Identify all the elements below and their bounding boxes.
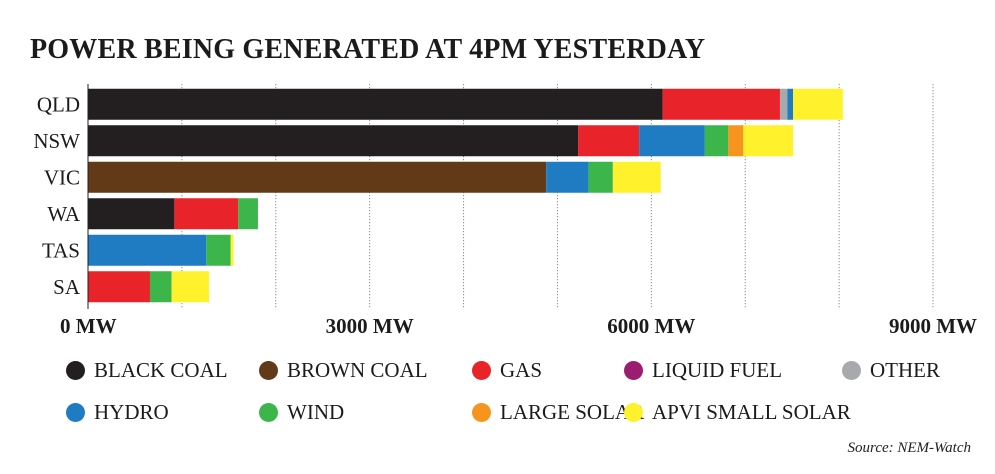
- bar-sa-wind: [149, 271, 172, 303]
- legend-swatch: [66, 361, 85, 380]
- bar-wa-wind: [238, 198, 258, 230]
- bar-nsw-wind: [704, 125, 729, 157]
- bar-tas-apvi-small-solar: [230, 234, 234, 266]
- bar-qld-hydro: [787, 88, 794, 120]
- legend-item-black-coal: BLACK COAL: [66, 358, 228, 383]
- category-label-sa: SA: [53, 275, 81, 299]
- legend-swatch: [259, 361, 278, 380]
- legend-item-wind: WIND: [259, 400, 344, 425]
- bar-tas-wind: [206, 234, 231, 266]
- legend-item-liquid-fuel: LIQUID FUEL: [624, 358, 782, 383]
- legend-item-gas: GAS: [472, 358, 542, 383]
- legend-label: HYDRO: [94, 400, 169, 424]
- bar-sa-apvi-small-solar: [171, 271, 210, 303]
- bar-qld-apvi-small-solar: [793, 88, 843, 120]
- legend-item-large-solar: LARGE SOLAR: [472, 400, 644, 425]
- bar-sa-gas: [88, 271, 150, 303]
- legend-swatch: [624, 403, 643, 422]
- bar-wa-black-coal: [88, 198, 175, 230]
- bar-nsw-large-solar: [728, 125, 744, 157]
- legend-item-hydro: HYDRO: [66, 400, 169, 425]
- bar-qld-other: [779, 88, 788, 120]
- source-note: Source: NEM-Watch: [847, 440, 971, 456]
- bar-chart: QLD NSW VIC WA TAS SA 0 MW 3000 MW 6000 MW 9000 M…: [33, 84, 977, 338]
- legend-label: LIQUID FUEL: [652, 358, 783, 382]
- legend-swatch: [624, 361, 643, 380]
- bar-nsw-gas: [578, 125, 640, 157]
- bar-tas-hydro: [88, 234, 207, 266]
- category-label-wa: WA: [47, 202, 80, 226]
- category-label-nsw: NSW: [33, 129, 80, 153]
- x-tick-label: 9000 MW: [889, 314, 977, 338]
- x-tick-label: 6000 MW: [607, 314, 695, 338]
- bar-qld-gas: [662, 88, 780, 120]
- category-label-tas: TAS: [42, 238, 80, 262]
- legend-swatch: [259, 403, 278, 422]
- x-tick-label: 0 MW: [60, 314, 117, 338]
- bar-vic-brown-coal: [88, 161, 547, 193]
- bar-nsw-apvi-small-solar: [743, 125, 794, 157]
- x-tick-label: 3000 MW: [326, 314, 414, 338]
- legend-label: BLACK COAL: [94, 358, 228, 382]
- legend-label: LARGE SOLAR: [500, 400, 645, 424]
- legend-swatch: [66, 403, 85, 422]
- legend-swatch: [472, 361, 491, 380]
- legend-label: APVI SMALL SOLAR: [652, 400, 851, 424]
- axes: QLD NSW VIC WA TAS SA 0 MW 3000 MW 6000 MW 9000 M…: [33, 84, 977, 338]
- bars: [88, 88, 843, 303]
- legend-label: WIND: [287, 400, 345, 424]
- category-label-vic: VIC: [44, 165, 80, 189]
- bar-wa-gas: [174, 198, 239, 230]
- bar-vic-apvi-small-solar: [612, 161, 661, 193]
- legend-label: OTHER: [870, 358, 940, 382]
- legend-item-other: OTHER: [842, 358, 940, 383]
- bar-qld-black-coal: [88, 88, 663, 120]
- chart-title: POWER BEING GENERATED AT 4PM YESTERDAY: [30, 34, 706, 65]
- legend-swatch: [842, 361, 861, 380]
- category-label-qld: QLD: [37, 92, 80, 116]
- bar-nsw-black-coal: [88, 125, 579, 157]
- legend-item-apvi-small-solar: APVI SMALL SOLAR: [624, 400, 851, 425]
- bar-vic-hydro: [546, 161, 589, 193]
- legend: BLACK COAL BROWN COAL GAS LIQUID FUEL OTHER H…: [66, 358, 986, 448]
- legend-swatch: [472, 403, 491, 422]
- bar-vic-wind: [588, 161, 613, 193]
- legend-item-brown-coal: BROWN COAL: [259, 358, 428, 383]
- legend-label: GAS: [500, 358, 543, 382]
- bar-nsw-hydro: [639, 125, 705, 157]
- legend-label: BROWN COAL: [287, 358, 428, 382]
